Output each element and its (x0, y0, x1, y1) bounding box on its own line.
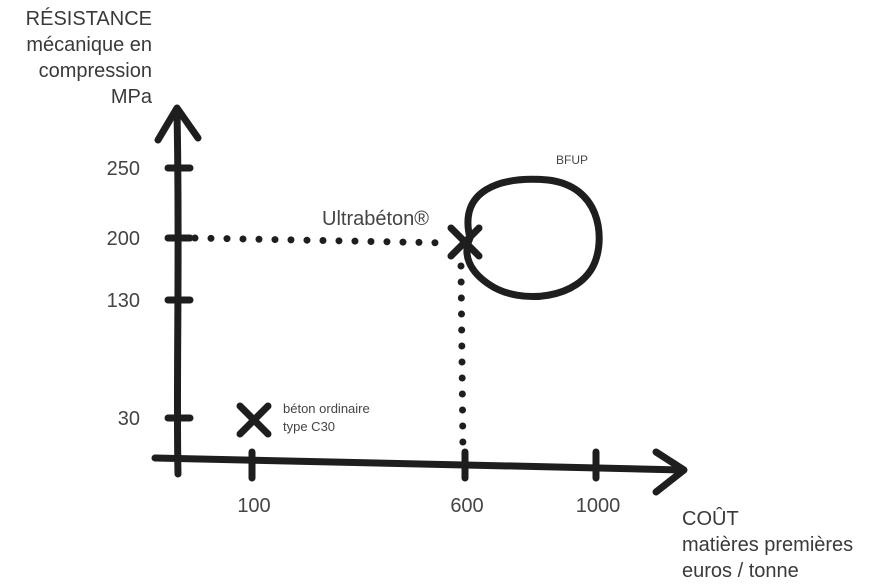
chart-labels: 250 200 130 30 100 600 1000 BFUP béton ordinaire… (107, 153, 621, 517)
data-point-x-marker (236, 402, 272, 438)
x-axis-arrow (652, 448, 688, 496)
axes (151, 104, 688, 496)
x-axis-line (151, 454, 686, 474)
y-tick-label: 200 (107, 228, 140, 250)
y-axis-title: RÉSISTANCE mécanique en compression MPa (0, 6, 152, 116)
horizontal-guide-dots (191, 234, 453, 247)
point-label: Ultrabéton® (322, 208, 429, 230)
y-axis-arrow (154, 104, 202, 144)
x-axis-title-line: euros / tonne (682, 560, 799, 582)
y-tick-label: 30 (118, 408, 140, 430)
x-tick-label: 1000 (576, 495, 621, 517)
y-axis-title-line: mécanique en (26, 34, 152, 56)
data-point-x-marker (447, 224, 483, 260)
x-tick-label: 600 (450, 495, 483, 517)
x-tick-label: 100 (237, 495, 270, 517)
point-label: type C30 (283, 419, 335, 434)
y-axis-title-line: compression (38, 60, 152, 82)
vertical-guide-dots (457, 262, 467, 459)
y-axis-title-line: RÉSISTANCE (25, 8, 152, 30)
point-label: béton ordinaire (283, 401, 370, 416)
x-axis-title: COÛT matières premières euros / tonne (682, 506, 872, 584)
chart-marks (236, 175, 603, 438)
guide-lines (191, 234, 467, 459)
x-axis-title-line: COÛT (682, 508, 739, 530)
bfup-region-label: BFUP (556, 153, 588, 167)
y-tick-label: 130 (107, 290, 140, 312)
x-axis-title-line: matières premières (682, 534, 854, 556)
y-tick-label: 250 (107, 158, 140, 180)
y-axis-title-line: MPa (110, 86, 152, 108)
bfup-region-circle (463, 175, 603, 300)
